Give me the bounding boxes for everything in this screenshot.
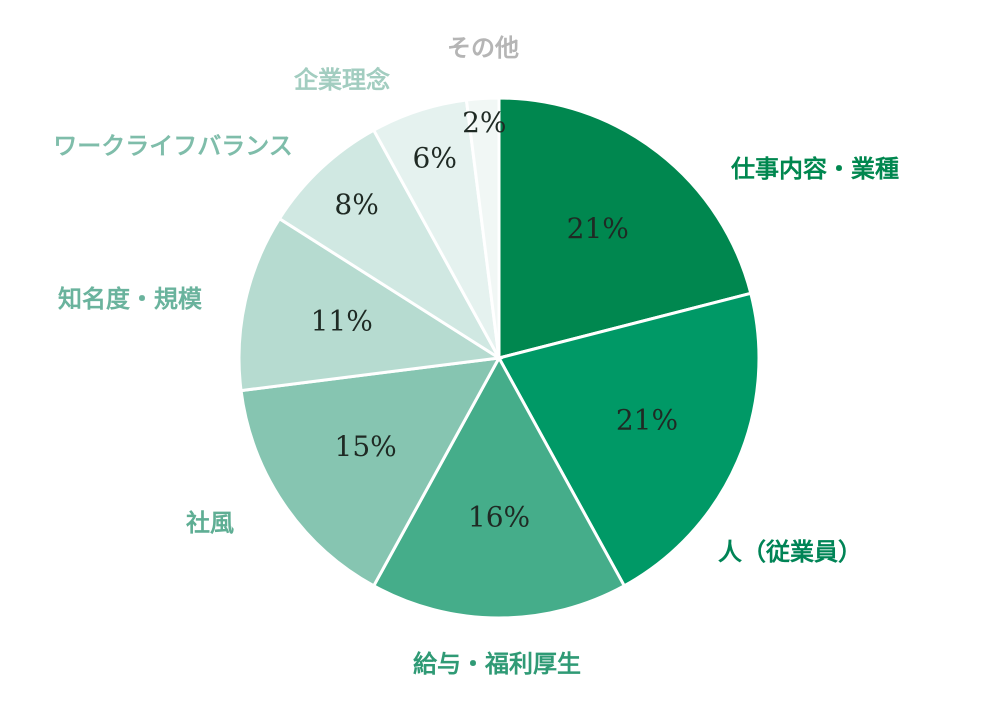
percent-label-1: 21% <box>567 212 629 245</box>
percent-label-8: 2% <box>462 106 506 139</box>
category-label-2: 人（従業員） <box>718 538 862 566</box>
category-label-7: 企業理念 <box>294 66 390 94</box>
percent-label-5: 11% <box>311 304 373 337</box>
category-label-4: 社風 <box>186 509 234 537</box>
pie-slice-4 <box>239 356 502 588</box>
slices-layer <box>237 96 761 620</box>
percent-label-6: 8% <box>334 188 378 221</box>
category-label-6: ワークライフバランス <box>53 132 293 160</box>
percent-label-4: 15% <box>335 430 397 463</box>
percent-label-3: 16% <box>468 501 530 534</box>
category-label-3: 給与・福利厚生 <box>413 650 581 678</box>
category-labels-layer: 仕事内容・業種人（従業員） 給与・福利厚生 社風 知名度・規模 ワークライフバランス 企業… <box>53 34 899 678</box>
percent-labels-layer: 21% 21% 16% 15% 11% 8% 6%2% <box>311 106 678 534</box>
category-label-1: 仕事内容・業種 <box>730 155 899 183</box>
pie-slice-1 <box>497 96 753 360</box>
percent-label-2: 21% <box>616 404 678 437</box>
pie-slice-2 <box>496 291 761 588</box>
pie-slice-5 <box>237 216 504 393</box>
pie-slice-8 <box>464 96 501 359</box>
percent-label-7: 6% <box>413 142 457 175</box>
pie-slice-6 <box>277 128 501 360</box>
pie-slice-3 <box>371 354 627 620</box>
category-label-8: その他 <box>447 34 519 62</box>
category-label-5: 知名度・規模 <box>58 285 203 313</box>
